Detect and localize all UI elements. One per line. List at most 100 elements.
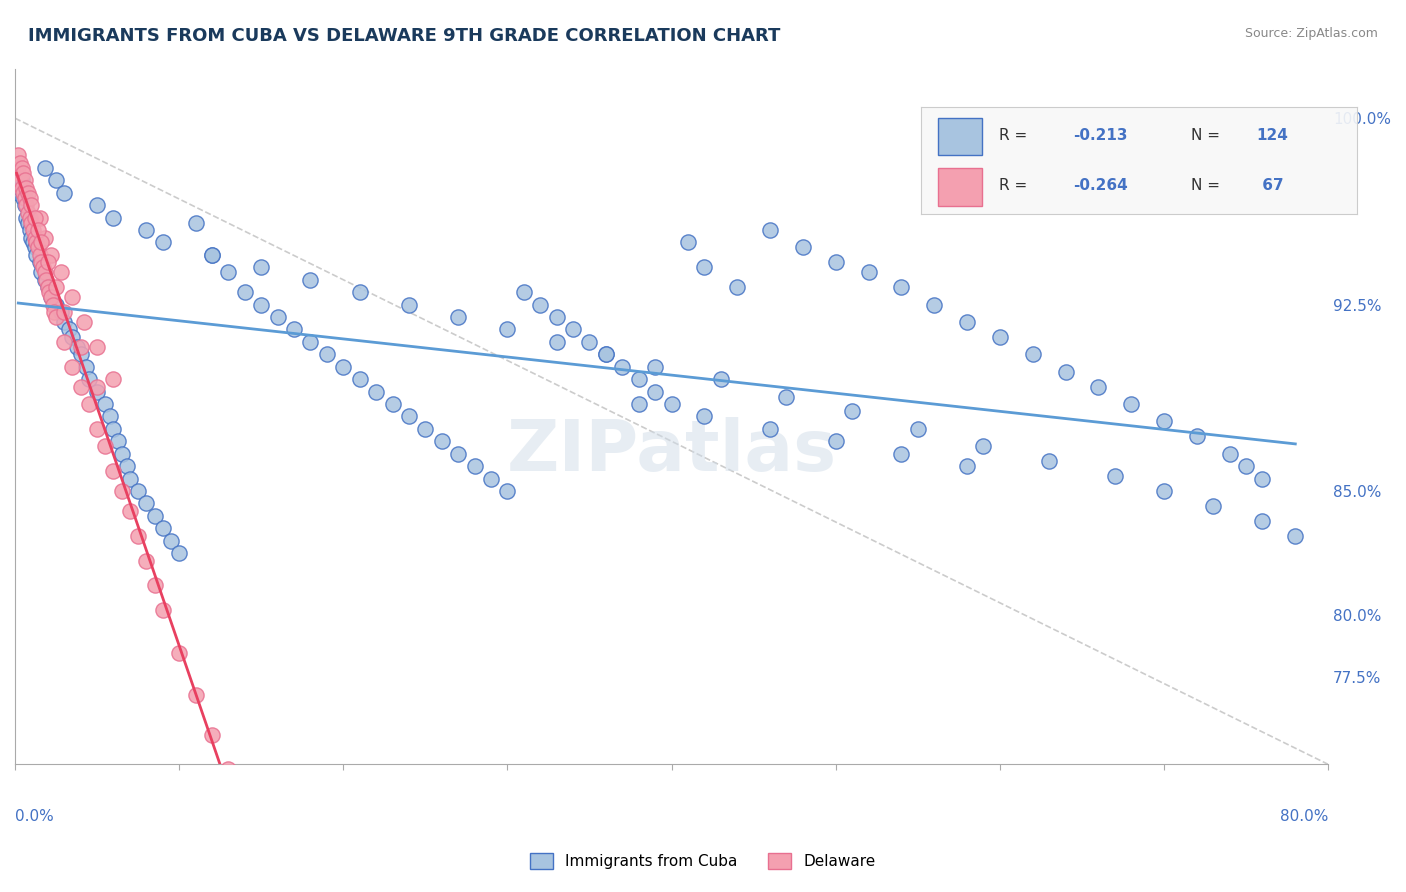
Point bbox=[152, 521, 174, 535]
Point bbox=[39, 290, 62, 304]
Point bbox=[118, 504, 141, 518]
Point bbox=[1284, 529, 1306, 543]
Point bbox=[676, 235, 699, 250]
Point bbox=[111, 483, 134, 498]
Point bbox=[152, 235, 174, 250]
Point bbox=[18, 223, 41, 237]
Point bbox=[1104, 469, 1126, 483]
Point bbox=[30, 255, 52, 269]
Point bbox=[58, 322, 80, 336]
Point bbox=[94, 439, 117, 453]
Point bbox=[1185, 429, 1208, 443]
Point bbox=[17, 205, 39, 219]
Point bbox=[6, 161, 28, 175]
Point bbox=[464, 459, 486, 474]
Point bbox=[956, 315, 979, 329]
Point bbox=[53, 186, 76, 200]
Point bbox=[152, 603, 174, 617]
Point bbox=[167, 646, 190, 660]
Point bbox=[135, 553, 157, 567]
Point bbox=[858, 265, 880, 279]
Point bbox=[250, 260, 273, 275]
Point bbox=[10, 181, 32, 195]
Point bbox=[86, 384, 108, 399]
Point bbox=[13, 186, 35, 200]
Point bbox=[250, 297, 273, 311]
Point bbox=[39, 248, 62, 262]
Point bbox=[644, 384, 666, 399]
Point bbox=[34, 161, 56, 175]
Point bbox=[20, 198, 42, 212]
Point bbox=[479, 471, 502, 485]
Point bbox=[69, 347, 91, 361]
Point bbox=[349, 372, 371, 386]
Point bbox=[103, 422, 125, 436]
Point bbox=[447, 447, 470, 461]
Point bbox=[1251, 471, 1274, 485]
Point bbox=[14, 198, 37, 212]
Point bbox=[217, 762, 239, 776]
Point bbox=[415, 422, 437, 436]
Point bbox=[30, 265, 52, 279]
Point bbox=[496, 483, 519, 498]
Point bbox=[17, 186, 39, 200]
Point bbox=[103, 211, 125, 225]
Point bbox=[77, 397, 100, 411]
Point bbox=[34, 273, 56, 287]
Point bbox=[1219, 447, 1241, 461]
Point bbox=[62, 359, 84, 374]
Point bbox=[824, 255, 846, 269]
Point bbox=[184, 216, 207, 230]
Legend: Immigrants from Cuba, Delaware: Immigrants from Cuba, Delaware bbox=[524, 847, 882, 875]
Point bbox=[10, 161, 32, 175]
Point bbox=[595, 347, 617, 361]
Point bbox=[37, 255, 59, 269]
Point bbox=[201, 248, 224, 262]
Point bbox=[398, 409, 420, 424]
Point bbox=[7, 148, 30, 162]
Point bbox=[201, 248, 224, 262]
Text: -0.264: -0.264 bbox=[1074, 178, 1128, 193]
Text: N =: N = bbox=[1191, 128, 1225, 144]
Point bbox=[201, 727, 224, 741]
Point bbox=[45, 297, 67, 311]
Point bbox=[127, 483, 149, 498]
Point bbox=[25, 235, 48, 250]
Point bbox=[103, 464, 125, 478]
Point bbox=[28, 248, 51, 262]
Point bbox=[266, 310, 288, 324]
Point bbox=[24, 230, 46, 244]
Point bbox=[1153, 483, 1175, 498]
Point bbox=[34, 230, 56, 244]
FancyBboxPatch shape bbox=[938, 168, 981, 205]
Point bbox=[42, 297, 65, 311]
Point bbox=[693, 409, 716, 424]
Point bbox=[546, 310, 568, 324]
Point bbox=[45, 310, 67, 324]
Point bbox=[86, 198, 108, 212]
Point bbox=[988, 330, 1011, 344]
Text: R =: R = bbox=[1000, 128, 1032, 144]
Text: Source: ZipAtlas.com: Source: ZipAtlas.com bbox=[1244, 27, 1378, 40]
Point bbox=[841, 404, 863, 418]
Point bbox=[1038, 454, 1060, 468]
Point bbox=[233, 285, 256, 300]
Point bbox=[18, 211, 41, 225]
Point bbox=[45, 173, 67, 187]
Point bbox=[1087, 379, 1109, 393]
Point bbox=[725, 280, 748, 294]
FancyBboxPatch shape bbox=[938, 118, 981, 155]
Point bbox=[430, 434, 453, 449]
Point bbox=[693, 260, 716, 275]
Point bbox=[127, 529, 149, 543]
Point bbox=[775, 390, 797, 404]
Point bbox=[15, 211, 38, 225]
Point bbox=[86, 379, 108, 393]
Point bbox=[53, 305, 76, 319]
Point bbox=[890, 447, 912, 461]
Point bbox=[28, 211, 51, 225]
Point bbox=[529, 297, 551, 311]
Text: -0.213: -0.213 bbox=[1074, 128, 1128, 144]
Text: 0.0%: 0.0% bbox=[15, 809, 53, 824]
Point bbox=[644, 359, 666, 374]
